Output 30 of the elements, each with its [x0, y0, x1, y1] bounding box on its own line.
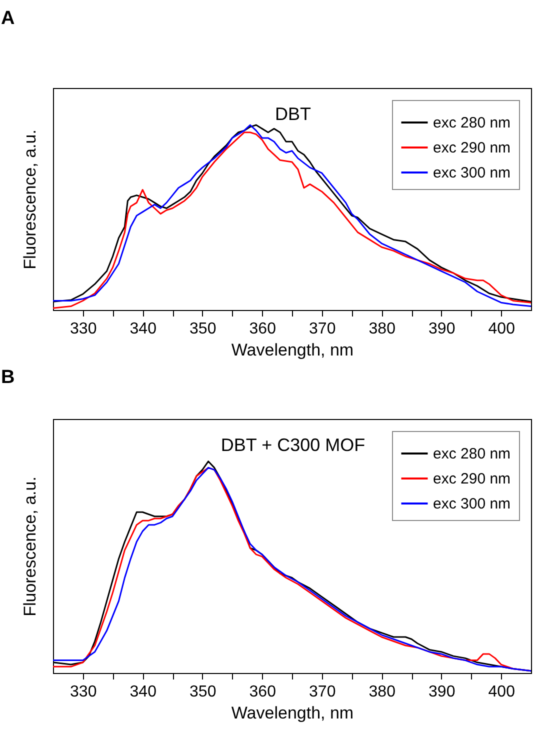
x-tick-label: 360	[249, 684, 276, 700]
x-tick-label: 330	[70, 320, 97, 338]
chart-title: B	[1, 367, 15, 388]
y-axis-title: Fluorescence, a.u.	[20, 476, 40, 616]
chart-title: A	[1, 8, 15, 29]
x-tick-label: 340	[130, 684, 157, 700]
x-axis-title: Wavelength, nm	[231, 704, 354, 722]
legend-label: exc 280 nm	[433, 114, 511, 132]
x-tick-label: 380	[368, 320, 396, 338]
x-tick-label: 350	[190, 684, 216, 700]
x-tick-label: 380	[368, 684, 396, 700]
x-tick-label: 390	[428, 684, 456, 700]
legend-label: exc 290 nm	[433, 470, 511, 488]
legend-label: exc 290 nm	[433, 140, 511, 156]
legend-label: exc 300 nm	[433, 164, 511, 182]
x-tick-label: 330	[70, 684, 97, 700]
x-tick-label: 390	[428, 320, 456, 338]
x-tick-label: 350	[190, 320, 216, 338]
x-tick-label: 370	[309, 684, 336, 700]
x-axis-title: Wavelength, nm	[231, 340, 354, 360]
x-tick-label: 400	[488, 320, 516, 338]
text: DBT	[275, 104, 312, 124]
text: DBT + C300 MOF	[220, 435, 366, 455]
x-tick-label: 370	[309, 320, 336, 338]
y-axis-title: Fluorescence, a.u.	[20, 130, 40, 270]
legend-label: exc 280 nm	[433, 446, 511, 462]
legend-label: exc 300 nm	[433, 496, 511, 512]
x-tick-label: 360	[249, 320, 276, 338]
x-tick-label: 400	[488, 684, 516, 700]
x-tick-label: 340	[130, 320, 157, 338]
